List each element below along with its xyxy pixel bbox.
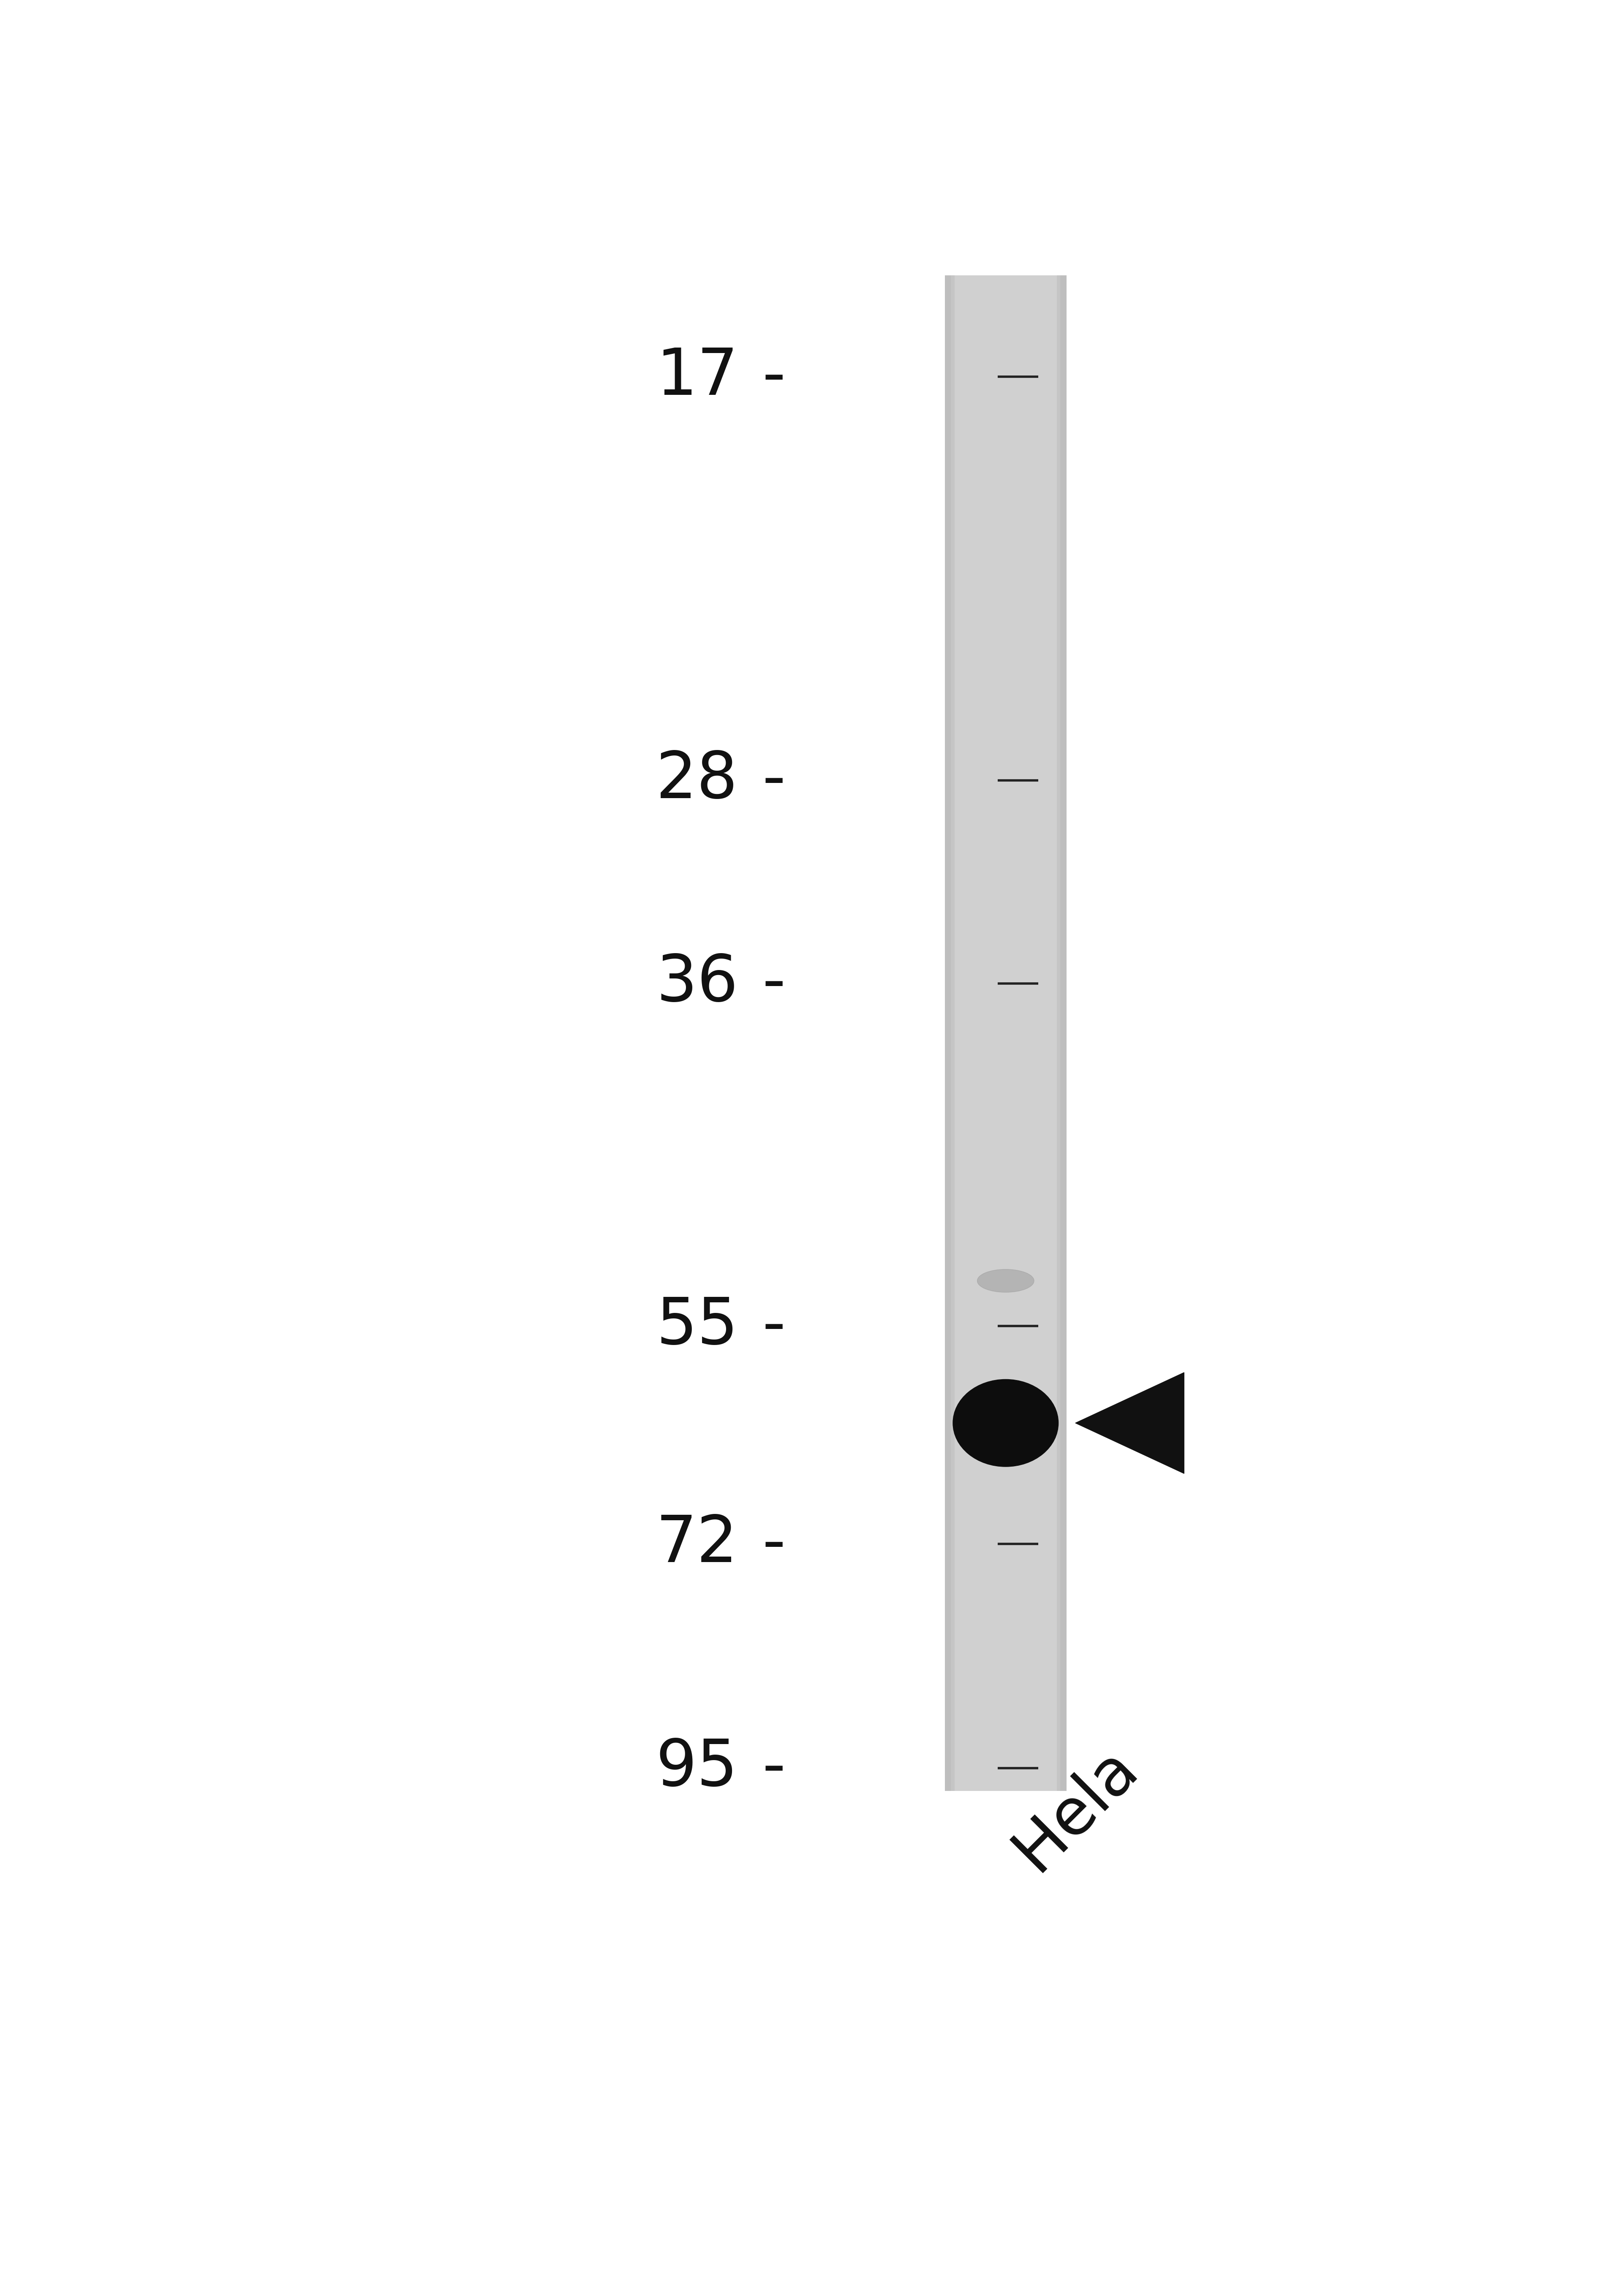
Bar <box>944 276 1067 1791</box>
Bar <box>944 276 954 1791</box>
Text: -: - <box>762 1513 785 1575</box>
Text: 95: 95 <box>655 1736 738 1800</box>
Bar <box>1061 276 1067 1791</box>
Bar <box>944 276 950 1791</box>
Text: -: - <box>762 1295 785 1357</box>
Text: 36: 36 <box>655 953 738 1015</box>
Text: Hela: Hela <box>1002 1736 1150 1883</box>
Text: 28: 28 <box>655 748 738 813</box>
Text: 55: 55 <box>655 1295 738 1357</box>
Ellipse shape <box>976 1270 1035 1293</box>
Text: -: - <box>762 953 785 1015</box>
Text: 17: 17 <box>655 344 738 409</box>
Bar <box>1058 276 1067 1791</box>
Ellipse shape <box>954 1380 1059 1467</box>
Text: -: - <box>762 1736 785 1800</box>
Text: 72: 72 <box>655 1513 738 1575</box>
Polygon shape <box>1075 1373 1184 1474</box>
Text: -: - <box>762 748 785 813</box>
Text: -: - <box>762 344 785 409</box>
